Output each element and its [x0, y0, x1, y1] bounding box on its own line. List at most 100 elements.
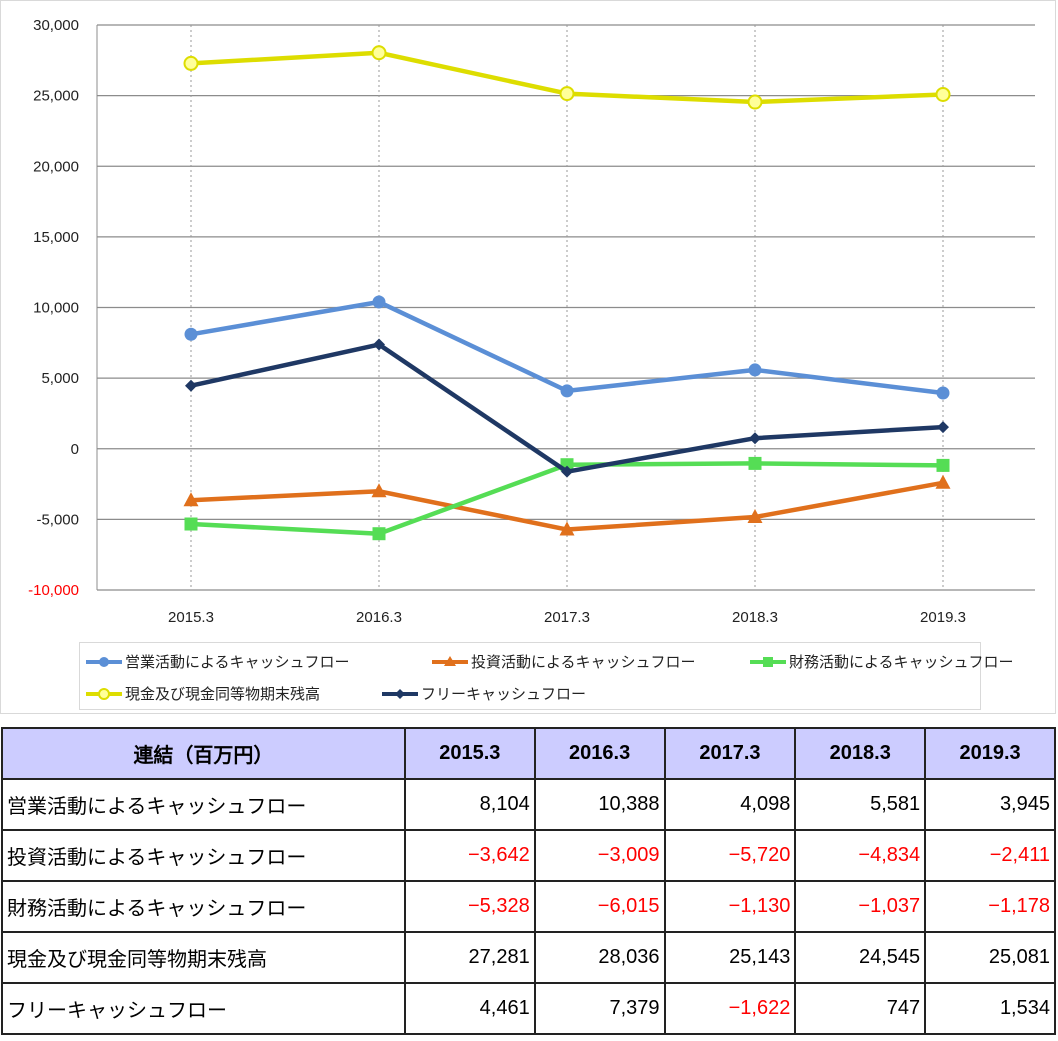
x-tick-label: 2016.3 [356, 609, 402, 626]
table-cell: −4,834 [794, 829, 927, 882]
legend-marker-icon [432, 655, 468, 666]
table-cell: 8,104 [403, 778, 536, 831]
row-label: 投資活動によるキャッシュフロー [1, 829, 406, 882]
data-point [371, 483, 387, 498]
row-label: 現金及び現金同等物期末残高 [1, 931, 406, 984]
x-tick-label: 2017.3 [544, 609, 590, 626]
header-cell: 連結（百万円） [1, 727, 406, 780]
legend-item: フリーキャッシュフロー [382, 683, 586, 704]
data-point [185, 379, 197, 392]
y-tick-label: 30,000 [33, 17, 79, 34]
data-point [560, 384, 574, 398]
y-tick-label: 5,000 [41, 370, 79, 387]
chart-plot: 30,000 25,000 20,000 15,000 10,000 5,000 0 -5,0… [28, 17, 1035, 626]
table-row: 投資活動によるキャッシュフロー −3,642 −3,009 −5,720 −4,834−… [1, 829, 1056, 882]
data-point [373, 338, 385, 351]
chart: 30,000 25,000 20,000 15,000 10,000 5,000 0 -5,0… [0, 0, 1056, 714]
table-cell: 10,388 [533, 778, 666, 831]
legend-marker-icon [750, 656, 786, 667]
table-cell: 1,534 [924, 982, 1056, 1035]
header-cell: 2018.3 [794, 727, 927, 780]
y-tick-label: 0 [71, 441, 79, 458]
y-tick-label: -10,000 [28, 582, 79, 599]
data-table: 連結（百万円） 2015.3 2016.3 2017.3 2018.3 2019… [1, 727, 1056, 1035]
table-cell: 4,098 [663, 778, 797, 831]
data-point [935, 86, 951, 102]
data-point [184, 517, 198, 531]
data-point [184, 327, 198, 341]
header-cell: 2016.3 [533, 727, 666, 780]
row-label: 営業活動によるキャッシュフロー [1, 778, 406, 831]
table-cell: 7,379 [533, 982, 666, 1035]
table-header-row: 連結（百万円） 2015.3 2016.3 2017.3 2018.3 2019… [1, 727, 1056, 780]
table-cell: 4,461 [403, 982, 536, 1035]
table-row: 現金及び現金同等物期末残高 27,281 28,036 25,143 24,545 25,… [1, 931, 1056, 984]
data-point [937, 421, 949, 434]
table-row: 財務活動によるキャッシュフロー −5,328 −6,015 −1,130 −1,037−… [1, 880, 1056, 933]
y-tick-label: -5,000 [36, 511, 79, 528]
legend: 営業活動によるキャッシュフロー 投資活動によるキャッシュフロー 財務活動によるキャッ… [79, 642, 1014, 710]
legend-marker-icon [382, 688, 418, 699]
data-point [747, 509, 763, 524]
table-cell: −1,622 [663, 982, 797, 1035]
table-cell: 27,281 [403, 931, 536, 984]
x-tick-label: 2018.3 [732, 609, 778, 626]
table-cell: 747 [794, 982, 927, 1035]
table-cell: 3,945 [924, 778, 1056, 831]
header-cell: 2015.3 [403, 727, 536, 780]
data-point [936, 458, 950, 472]
table-row: フリーキャッシュフロー 4,461 7,379 −1,622 747 1,534 [1, 982, 1056, 1035]
data-point [748, 456, 762, 470]
y-tick-label: 20,000 [33, 158, 79, 175]
table-cell: 28,036 [533, 931, 666, 984]
legend-marker-icon [86, 656, 122, 667]
data-point [747, 94, 763, 110]
table-row: 営業活動によるキャッシュフロー 8,104 10,388 4,098 5,581 3,94… [1, 778, 1056, 831]
data-point [749, 432, 761, 445]
table-cell: −3,009 [533, 829, 666, 882]
data-point [559, 86, 575, 102]
legend-label: 現金及び現金同等物期末残高 [125, 686, 321, 703]
data-point [561, 465, 573, 478]
table-cell: −5,720 [663, 829, 797, 882]
row-label: 財務活動によるキャッシュフロー [1, 880, 406, 933]
data-point [935, 474, 951, 489]
x-tick-label: 2019.3 [920, 609, 966, 626]
y-tick-label: 10,000 [33, 300, 79, 317]
table-cell: −1,178 [924, 880, 1056, 933]
header-cell: 2017.3 [663, 727, 797, 780]
legend-item: 財務活動によるキャッシュフロー [750, 651, 1014, 672]
legend-marker-icon [86, 687, 122, 700]
table-cell: −1,037 [794, 880, 927, 933]
table-cell: 25,081 [924, 931, 1056, 984]
header-cell: 2019.3 [924, 727, 1056, 780]
table-cell: 24,545 [794, 931, 927, 984]
legend-label: 財務活動によるキャッシュフロー [789, 654, 1014, 671]
table-cell: 5,581 [794, 778, 927, 831]
data-point [183, 55, 199, 71]
table-cell: −2,411 [924, 829, 1056, 882]
data-point [372, 527, 386, 541]
data-point [183, 492, 199, 507]
data-point [559, 521, 575, 536]
data-point [936, 386, 950, 400]
table-cell: −5,328 [403, 880, 536, 933]
table-cell: −1,130 [663, 880, 797, 933]
table-cell: 25,143 [663, 931, 797, 984]
legend-item: 営業活動によるキャッシュフロー [86, 651, 350, 672]
table-cell: −6,015 [533, 880, 666, 933]
data-point [371, 45, 387, 61]
y-tick-label: 25,000 [33, 88, 79, 105]
legend-item: 現金及び現金同等物期末残高 [86, 683, 320, 704]
series-line [190, 342, 944, 474]
data-point [748, 363, 762, 377]
row-label: フリーキャッシュフロー [1, 982, 406, 1035]
legend-label: 投資活動によるキャッシュフロー [471, 654, 696, 671]
y-tick-label: 15,000 [33, 229, 79, 246]
data-point [372, 295, 386, 309]
table-cell: −3,642 [403, 829, 536, 882]
legend-label: フリーキャッシュフロー [421, 686, 587, 703]
x-tick-label: 2015.3 [168, 609, 214, 626]
legend-item: 投資活動によるキャッシュフロー [432, 651, 696, 672]
legend-label: 営業活動によるキャッシュフロー [125, 654, 350, 671]
